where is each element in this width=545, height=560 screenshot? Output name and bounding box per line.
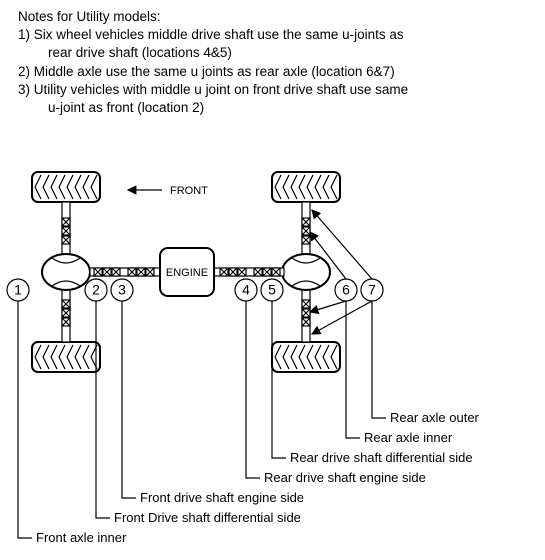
tire-rear-bottom [272, 342, 340, 372]
label-2: Front Drive shaft differential side [114, 510, 301, 525]
bubble-num-5: 5 [268, 282, 276, 298]
label-7: Rear axle outer [390, 410, 480, 425]
tire-front-top [32, 172, 100, 202]
ujoint-loc5 [254, 268, 280, 276]
arrow-7-down [312, 301, 372, 334]
callouts: Front axle inner Front Drive shaft differ… [18, 301, 480, 545]
leader-4 [246, 301, 260, 478]
ujoint-loc2 [94, 268, 120, 276]
ujoint-rear-up [302, 218, 310, 244]
leader-2 [96, 301, 110, 518]
bubble-num-7: 7 [368, 282, 376, 298]
ujoint-rear-down [302, 300, 310, 326]
ujoint-front-up [62, 218, 70, 244]
arrow-6-down [310, 301, 346, 312]
engine-label: ENGINE [166, 267, 208, 279]
leader-7 [372, 301, 386, 418]
ujoint-front-down [62, 300, 70, 326]
diagram: ENGINE FRONT Front axle inner Front Drive… [0, 0, 545, 560]
leader-3 [122, 301, 136, 498]
bubble-num-4: 4 [242, 282, 250, 298]
ujoint-loc3 [128, 268, 154, 276]
label-3: Front drive shaft engine side [140, 490, 304, 505]
tire-rear-top [272, 172, 340, 202]
bubble-num-1: 1 [14, 282, 22, 298]
front-label: FRONT [170, 185, 208, 197]
leader-5 [272, 301, 286, 458]
rear-differential [282, 254, 330, 290]
label-6: Rear axle inner [364, 430, 453, 445]
bubble-num-3: 3 [118, 282, 126, 298]
tire-front-bottom [32, 342, 100, 372]
bubble-num-6: 6 [342, 282, 350, 298]
label-5: Rear drive shaft differential side [290, 450, 473, 465]
label-4: Rear drive shaft engine side [264, 470, 426, 485]
ujoint-loc4 [220, 268, 246, 276]
front-differential [42, 254, 90, 290]
bubble-num-2: 2 [92, 282, 100, 298]
label-1: Front axle inner [36, 530, 127, 545]
leader-6 [346, 301, 360, 438]
leader-1 [18, 301, 32, 538]
